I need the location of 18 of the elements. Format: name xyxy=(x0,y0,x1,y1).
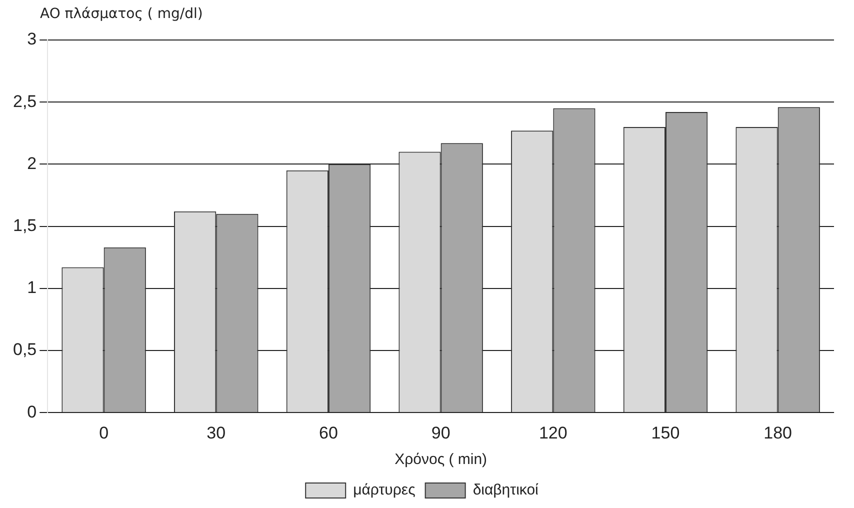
y-tick-label: 2 xyxy=(27,154,37,173)
x-tick-label: 120 xyxy=(538,423,568,442)
legend-label: διαβητικοί xyxy=(472,482,540,499)
x-tick-label: 0 xyxy=(99,423,109,442)
x-tick-label: 30 xyxy=(206,423,226,442)
y-axis-title: AO πλάσματος ( mg/dl) xyxy=(40,6,203,22)
x-tick-label: 90 xyxy=(431,423,450,442)
x-tick-label: 180 xyxy=(764,423,792,442)
y-tick-label: 2,5 xyxy=(12,92,37,111)
y-tick-label: 0 xyxy=(27,402,37,422)
x-tick-label: 150 xyxy=(651,423,680,442)
y-tick-label: 1 xyxy=(27,278,37,298)
x-tick-label: 60 xyxy=(319,423,338,442)
y-tick-label: 1,5 xyxy=(12,216,37,235)
y-tick-label: 3 xyxy=(27,30,37,49)
x-axis-title: Χρόνος ( min) xyxy=(394,451,488,468)
y-tick-label: 0,5 xyxy=(12,340,37,360)
legend-label: μάρτυρες xyxy=(353,482,416,499)
